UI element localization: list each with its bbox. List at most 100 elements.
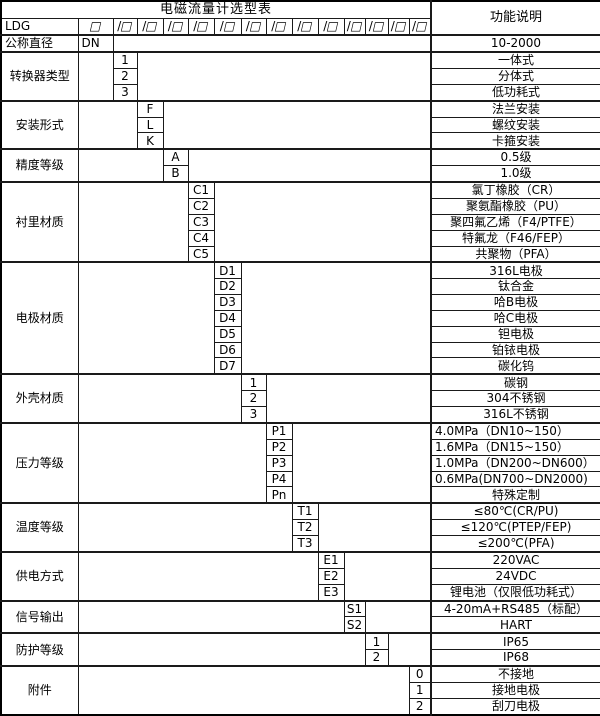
- code-slot-cell: /□: [408, 18, 432, 36]
- code-cell: 1: [364, 632, 389, 651]
- slanted-box-glyph: □: [88, 19, 103, 34]
- section-label: 附件: [0, 665, 79, 716]
- empty-span-cell: [265, 373, 432, 424]
- code-cell: 1: [240, 373, 267, 392]
- function-desc-cell: 1.6MPa（DN15~150）: [430, 438, 600, 456]
- empty-span-cell: [364, 599, 432, 634]
- function-desc-cell: 钽电极: [430, 325, 600, 343]
- function-desc-cell: 0.6MPa(DN700~DN2000): [430, 470, 600, 488]
- code-cell: A: [162, 148, 189, 167]
- table-row: 电磁流量计选型表 功能说明: [0, 0, 600, 36]
- section-label: 防护等级: [0, 632, 79, 667]
- table-row: D6 铂铱电极: [1, 341, 600, 359]
- code-cell: C1: [187, 181, 215, 200]
- table-row: E3 锂电池（仅限低功耗式）: [1, 583, 600, 602]
- table-row: 3 低功耗式: [1, 83, 600, 102]
- slanted-box-glyph: □: [414, 19, 430, 34]
- table-row: 温度等级 T1 ≤80℃(CR/PU): [0, 502, 600, 553]
- table-row: 公称直径 DN 10-2000: [0, 34, 600, 53]
- section-label: 供电方式: [0, 550, 79, 602]
- code-cell: T2: [291, 519, 319, 537]
- table-row: 2 分体式: [1, 67, 600, 85]
- code-cell: B: [162, 165, 189, 183]
- table-row: 电极材质 D1 316L电极: [0, 261, 600, 375]
- empty-span-cell: [162, 99, 432, 150]
- section-label: 转换器类型: [0, 51, 79, 102]
- code-slot-cell: /□: [136, 18, 164, 36]
- empty-span-cell: [77, 502, 293, 553]
- section-label: 压力等级: [0, 421, 79, 504]
- code-cell: Pn: [265, 486, 293, 504]
- function-desc-cell: IP65: [430, 632, 600, 651]
- empty-span-cell: [77, 261, 215, 375]
- empty-span-cell: [136, 51, 432, 102]
- function-desc-cell: IP68: [430, 649, 600, 667]
- table-row: C3 聚四氟乙烯（F4/PTFE）: [1, 213, 600, 231]
- function-desc-cell: ≤120℃(PTEP/FEP): [430, 519, 600, 537]
- code-cell: 2: [364, 649, 389, 667]
- code-cell: P4: [265, 470, 293, 488]
- table-row: LDG □/□/□/□/□/□/□/□/□/□/□/□/□/□: [0, 18, 600, 36]
- table-title: 电磁流量计选型表: [0, 0, 432, 20]
- table-row: 衬里材质 C1 氯丁橡胶（CR）: [0, 181, 600, 263]
- code-cell: 2: [240, 390, 267, 408]
- slanted-box-glyph: □: [119, 19, 135, 34]
- empty-span-cell: [77, 373, 242, 424]
- function-desc-cell: ≤80℃(CR/PU): [430, 502, 600, 521]
- section-label: 信号输出: [0, 599, 79, 634]
- function-desc-cell: 24VDC: [430, 567, 600, 585]
- slanted-box-glyph: □: [222, 19, 237, 34]
- code-cell: P1: [265, 421, 293, 440]
- function-desc-cell: 220VAC: [430, 550, 600, 569]
- code-cell: 3: [240, 406, 267, 424]
- model-prefix-cell: LDG: [0, 18, 79, 36]
- code-slot-cell: /□: [213, 18, 242, 36]
- section-label: 精度等级: [0, 148, 79, 183]
- function-desc-cell: 1.0MPa（DN200~DN600）: [430, 454, 600, 472]
- code-slot-cell: /□: [265, 18, 293, 36]
- function-desc-cell: 刮刀电极: [430, 697, 600, 716]
- section-label: 安装形式: [0, 99, 79, 150]
- function-desc-cell: 0.5级: [430, 148, 600, 167]
- empty-span-cell: [77, 421, 267, 504]
- empty-span-cell: [77, 51, 114, 102]
- empty-span-cell: [77, 665, 410, 716]
- code-cell: T1: [291, 502, 319, 521]
- function-desc-cell: 哈C电极: [430, 309, 600, 327]
- table-row: 供电方式 E1 220VAC: [0, 550, 600, 602]
- empty-span-cell: [387, 632, 432, 667]
- code-slot-cell: /□: [364, 18, 389, 36]
- code-cell: S2: [343, 616, 366, 634]
- empty-span-cell: [187, 148, 432, 183]
- function-desc-cell: 316L不锈钢: [430, 406, 600, 424]
- code-cell: P3: [265, 454, 293, 472]
- code-cell: E2: [317, 567, 345, 585]
- section-label: 电极材质: [0, 261, 79, 375]
- function-desc-cell: 聚四氟乙烯（F4/PTFE）: [430, 213, 600, 231]
- slanted-box-glyph: □: [325, 19, 341, 34]
- function-desc-cell: 氯丁橡胶（CR）: [430, 181, 600, 200]
- table-row: 2 IP68: [1, 649, 600, 667]
- slanted-box-glyph: □: [299, 19, 315, 34]
- empty-span-cell: [343, 550, 432, 602]
- section-label: 温度等级: [0, 502, 79, 553]
- function-desc-cell: 一体式: [430, 50, 600, 69]
- slanted-box-glyph: □: [248, 19, 263, 34]
- function-desc-cell: 螺纹安装: [430, 116, 600, 134]
- function-desc-cell: 共聚物（PFA）: [430, 245, 600, 263]
- section-label: 外壳材质: [0, 373, 79, 424]
- code-cell: D3: [213, 294, 242, 311]
- table-row: S2 HART: [1, 616, 600, 634]
- empty-span-cell: [77, 148, 164, 183]
- function-desc-cell: 接地电极: [430, 682, 600, 699]
- code-cell: D4: [213, 309, 242, 327]
- table-row: 转换器类型 1 一体式: [0, 50, 600, 102]
- code-cell: K: [136, 132, 164, 150]
- code-cell: D6: [213, 341, 242, 359]
- table-row: 外壳材质 1 碳钢: [0, 373, 600, 424]
- code-cell: 3: [112, 83, 138, 102]
- empty-span-cell: [77, 181, 189, 263]
- model-box-cell: □: [77, 18, 114, 36]
